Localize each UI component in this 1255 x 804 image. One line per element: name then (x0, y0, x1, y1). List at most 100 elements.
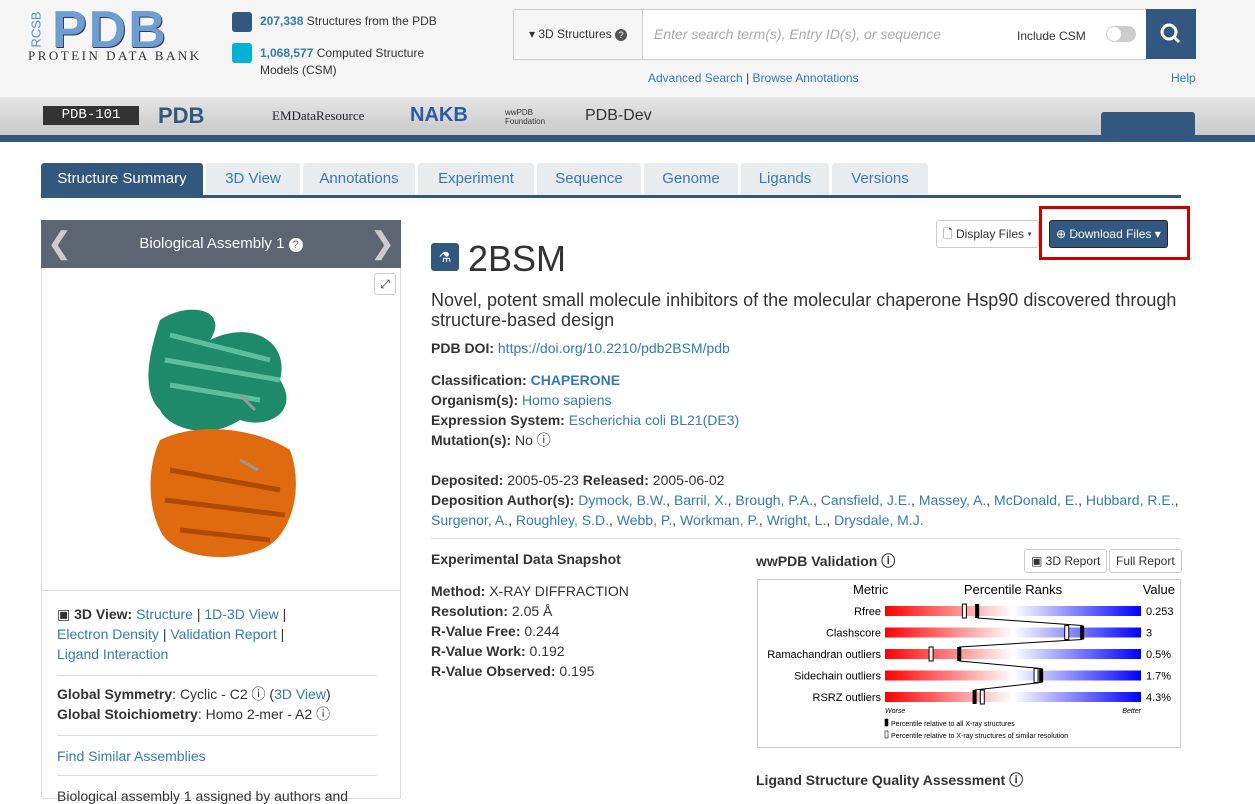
author[interactable]: McDonald, E. (994, 492, 1079, 508)
author[interactable]: Webb, P. (616, 512, 673, 528)
snapshot-value: 2.05 Å (511, 603, 553, 619)
field-value: No (514, 432, 533, 448)
search-button[interactable] (1146, 9, 1196, 59)
view-link[interactable]: 1D-3D View (204, 606, 279, 622)
view-link[interactable]: Structure (136, 606, 193, 622)
ligand-title: Ligand Structure Quality Assessment ⓘ (756, 772, 1024, 788)
author[interactable]: Barril, X. (673, 492, 728, 508)
scope-label: 3D Structures (538, 27, 612, 41)
released-label: Released: (582, 472, 649, 488)
stat-count[interactable]: 207,338 (260, 14, 304, 28)
doi-link[interactable]: https://doi.org/10.2210/pdb2BSM/pdb (497, 340, 730, 356)
tab[interactable]: Annotations (303, 163, 415, 195)
view-link[interactable]: Validation Report (170, 626, 277, 642)
field-value[interactable]: Escherichia coli BL21(DE3) (568, 412, 740, 428)
author[interactable]: Brough, P.A. (735, 492, 813, 508)
author[interactable]: Drysdale, M.J. (834, 512, 924, 528)
logo[interactable]: PDB (52, 1, 168, 59)
view-links: ▣ 3D View: Structure | 1D-3D View | Elect… (57, 606, 287, 662)
browse-annotations[interactable]: Browse Annotations (752, 71, 859, 85)
view-label: 3D View: (74, 606, 133, 622)
snapshot-value: 0.192 (529, 643, 565, 659)
authors-label: Deposition Author(s): (431, 492, 575, 508)
advanced-search[interactable]: Advanced Search (648, 71, 743, 85)
stat: 207,338 Structures from the PDB (260, 14, 437, 28)
snapshot-row: R-Value Free: 0.244 (431, 621, 629, 641)
partner-logo[interactable]: PDB-101 (43, 106, 139, 125)
report-3d[interactable]: ▣ 3D Report (1024, 549, 1108, 573)
snapshot-value: 0.244 (524, 623, 560, 639)
tab[interactable]: Structure Summary (41, 163, 203, 195)
field-label: Classification: (431, 372, 527, 388)
author[interactable]: Dymock, B.W. (578, 492, 667, 508)
connector (974, 682, 1042, 691)
author[interactable]: Workman, P. (680, 512, 759, 528)
author[interactable]: Cansfield, J.E. (820, 492, 912, 508)
divider (431, 538, 1181, 539)
tab[interactable]: Versions (832, 163, 928, 195)
validation-title-text: wwPDB Validation (756, 553, 878, 569)
author[interactable]: Roughley, S.D. (515, 512, 609, 528)
legend-swatch (884, 730, 889, 739)
snapshot-label: Resolution: (431, 603, 508, 619)
metric-value: 3 (1146, 628, 1152, 640)
doi: PDB DOI: https://doi.org/10.2210/pdb2BSM… (431, 340, 730, 356)
stoich-label: Global Stoichiometry (57, 706, 198, 722)
search-scope[interactable]: ▾ 3D Structures ? (514, 10, 643, 59)
tab[interactable]: Sequence (537, 163, 641, 195)
author[interactable]: Hubbard, R.E. (1085, 492, 1175, 508)
connector (959, 639, 1083, 648)
expand-button[interactable]: ⤢ (374, 273, 396, 295)
metric-name: Clashscore (826, 628, 881, 640)
symmetry-link[interactable]: 3D View (274, 686, 326, 702)
snapshot-row: R-Value Work: 0.192 (431, 641, 629, 661)
partner-bar (0, 97, 1255, 135)
author[interactable]: Wright, L. (766, 512, 827, 528)
author[interactable]: Massey, A. (918, 492, 987, 508)
metric-value: 1.7% (1146, 671, 1171, 683)
percentile-all (1080, 625, 1085, 640)
view-link[interactable]: Electron Density (57, 626, 159, 642)
help-link[interactable]: Help (1171, 71, 1196, 85)
partner-logo[interactable]: PDB-Dev (585, 107, 652, 124)
stat-icon (232, 43, 252, 63)
partner-logo[interactable]: NAKB (410, 104, 468, 126)
partner-logo[interactable]: EMDataResource (272, 108, 365, 123)
better-label: Better (1122, 708, 1141, 715)
field: Organism(s): Homo sapiens (431, 390, 739, 410)
tab[interactable]: 3D View (206, 163, 300, 195)
download-files[interactable]: ⊕ Download Files ▾ (1049, 220, 1168, 248)
display-files[interactable]: 🗋 Display Files ▾ (936, 220, 1039, 248)
legend-swatch (884, 718, 889, 727)
snapshot: Method: X-RAY DIFFRACTION Resolution: 2.0… (431, 581, 629, 681)
stat-icon (232, 12, 252, 32)
view-link[interactable]: Ligand Interaction (57, 646, 169, 662)
assembly-note: Biological assembly 1 assigned by author… (57, 788, 349, 804)
deposited: 2005-05-23 (507, 472, 579, 488)
stat-label: Computed Structure Models (CSM) (260, 46, 425, 77)
tab[interactable]: Experiment (418, 163, 534, 195)
tab[interactable]: Genome (644, 163, 738, 195)
tab[interactable]: Ligands (741, 163, 829, 195)
doi-label: PDB DOI: (431, 340, 494, 356)
search-input[interactable]: Enter search term(s), Entry ID(s), or se… (654, 26, 942, 42)
stat-count[interactable]: 1,068,577 (260, 46, 314, 60)
field-value[interactable]: Homo sapiens (522, 392, 612, 408)
csm-toggle[interactable] (1106, 26, 1136, 42)
social-icons[interactable] (1101, 112, 1195, 135)
entry-id: 2BSM (468, 238, 567, 279)
author[interactable]: Surgenor, A. (431, 512, 509, 528)
field-value[interactable]: CHAPERONE (530, 372, 621, 388)
percentile-similar (928, 646, 934, 662)
metric-name: Ramachandran outliers (767, 649, 881, 661)
partner-logo[interactable]: PDB (158, 103, 205, 128)
stoich-value: Homo 2-mer - A2 (205, 706, 313, 722)
metric-name: RSRZ outliers (813, 692, 882, 704)
rank-bar (885, 627, 1141, 638)
worse-label: Worse (885, 708, 905, 715)
partner-logo[interactable]: wwPDB Foundation (505, 108, 546, 126)
percentile-all (1039, 668, 1044, 683)
find-similar[interactable]: Find Similar Assemblies (57, 748, 206, 764)
report-full[interactable]: Full Report (1109, 549, 1182, 573)
